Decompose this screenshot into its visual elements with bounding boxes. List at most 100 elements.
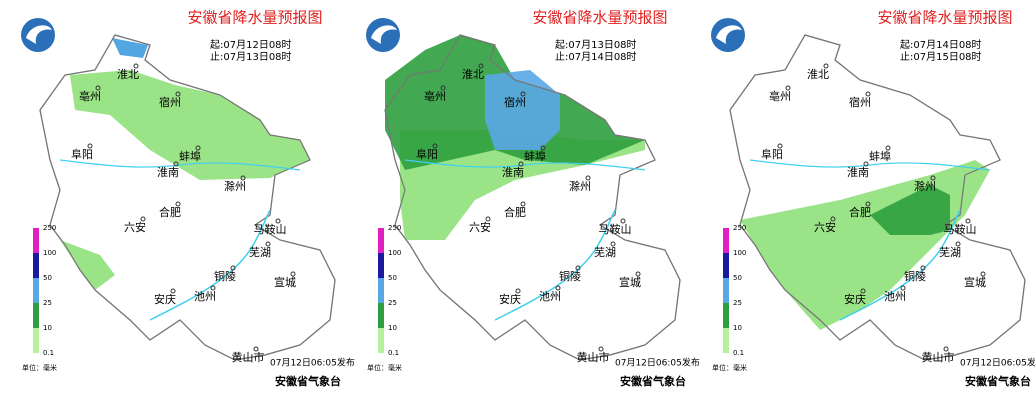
logo [21, 18, 55, 52]
city-name: 亳州 [79, 89, 101, 103]
city-name: 安庆 [499, 292, 521, 306]
city-name: 安庆 [154, 292, 176, 306]
city-dot [478, 63, 484, 69]
city-dot [540, 145, 546, 151]
city-dot [955, 241, 961, 247]
city-name: 淮北 [462, 68, 484, 81]
city-name: 蚌埠 [869, 149, 891, 163]
city-name: 芜湖 [939, 245, 961, 259]
rain-area [112, 38, 148, 58]
river [839, 209, 961, 321]
logo-swirl [371, 25, 397, 44]
issue-time: 07月12日06:05发布 [270, 357, 355, 369]
city-dot [823, 63, 829, 69]
legend-swatch [378, 278, 384, 303]
city-name: 合肥 [504, 205, 526, 219]
city-name: 池州 [194, 290, 216, 303]
city-dot [253, 346, 259, 352]
province-border [729, 34, 1026, 361]
city-dot [620, 218, 626, 224]
city-dot [133, 63, 139, 69]
unit: 单位：毫米 [22, 363, 57, 372]
city-name: 宿州 [159, 95, 181, 109]
rain-area [70, 70, 310, 180]
city-dot [290, 271, 296, 277]
end-time: 止:07月14日08时 [555, 51, 637, 63]
end-time: 止:07月13日08时 [210, 51, 292, 63]
city-name: 马鞍山 [599, 222, 632, 236]
city-dot [87, 143, 93, 149]
city-dot [230, 265, 236, 271]
city-name: 池州 [539, 290, 561, 303]
city-dot [785, 85, 791, 91]
logo [711, 18, 745, 52]
legend-swatch [378, 253, 384, 278]
river [404, 159, 646, 171]
city-name: 阜阳 [761, 148, 783, 161]
city-name: 宿州 [849, 95, 871, 109]
province-border [39, 34, 336, 361]
city-dot [432, 143, 438, 149]
city-name: 滁州 [569, 179, 591, 193]
city-name: 合肥 [159, 205, 181, 219]
city-name: 淮南 [157, 166, 179, 179]
city-dot [585, 175, 591, 181]
unit: 单位：毫米 [712, 363, 747, 372]
start-time: 起:07月13日08时 [555, 39, 637, 51]
legend-label: 50 [43, 274, 52, 282]
legend-swatch [33, 228, 39, 253]
city-dot [865, 201, 871, 207]
city-dot [555, 285, 561, 291]
city-dot [518, 161, 524, 167]
city-name: 亳州 [424, 89, 446, 103]
city-dot [860, 288, 866, 294]
city-name: 芜湖 [594, 245, 616, 259]
city-name: 淮北 [807, 68, 829, 81]
city-dot [95, 85, 101, 91]
city-name: 蚌埠 [524, 149, 546, 163]
city-dot [175, 201, 181, 207]
city-name: 铜陵 [559, 269, 581, 283]
city-dot [777, 143, 783, 149]
city-name: 六安 [814, 220, 836, 234]
legend-swatch [723, 253, 729, 278]
organization: 安徽省气象台 [965, 374, 1031, 388]
start-time: 起:07月14日08时 [900, 39, 982, 51]
legend-label: 10 [733, 324, 742, 332]
map-title: 安徽省降水量预报图 [187, 9, 322, 27]
rain-area [60, 240, 115, 290]
city-dot [515, 288, 521, 294]
province-border [384, 34, 681, 361]
logo [366, 18, 400, 52]
city-dot [195, 145, 201, 151]
city-dot [863, 161, 869, 167]
city-name: 黄山市 [577, 350, 610, 364]
city-name: 六安 [469, 220, 491, 234]
city-dot [900, 285, 906, 291]
city-dot [520, 201, 526, 207]
rain-area [870, 185, 950, 235]
city-dot [830, 216, 836, 222]
city-dot [575, 265, 581, 271]
legend-label: 100 [388, 249, 401, 257]
legend-swatch [33, 253, 39, 278]
legend-swatch [723, 228, 729, 253]
city-name: 亳州 [769, 89, 791, 103]
map-title: 安徽省降水量预报图 [877, 9, 1012, 27]
legend-swatch [378, 303, 384, 328]
end-time: 止:07月15日08时 [900, 51, 982, 63]
city-name: 宣城 [274, 275, 296, 289]
legend-swatch [723, 328, 729, 353]
legend-swatch [723, 278, 729, 303]
city-name: 合肥 [849, 205, 871, 219]
rain-area [485, 70, 560, 150]
legend-label: 25 [43, 299, 52, 307]
legend-swatch [33, 303, 39, 328]
city-dot [885, 145, 891, 151]
legend-label: 10 [388, 324, 397, 332]
city-dot [610, 241, 616, 247]
legend-label: 100 [43, 249, 56, 257]
legend-label: 250 [43, 224, 56, 232]
